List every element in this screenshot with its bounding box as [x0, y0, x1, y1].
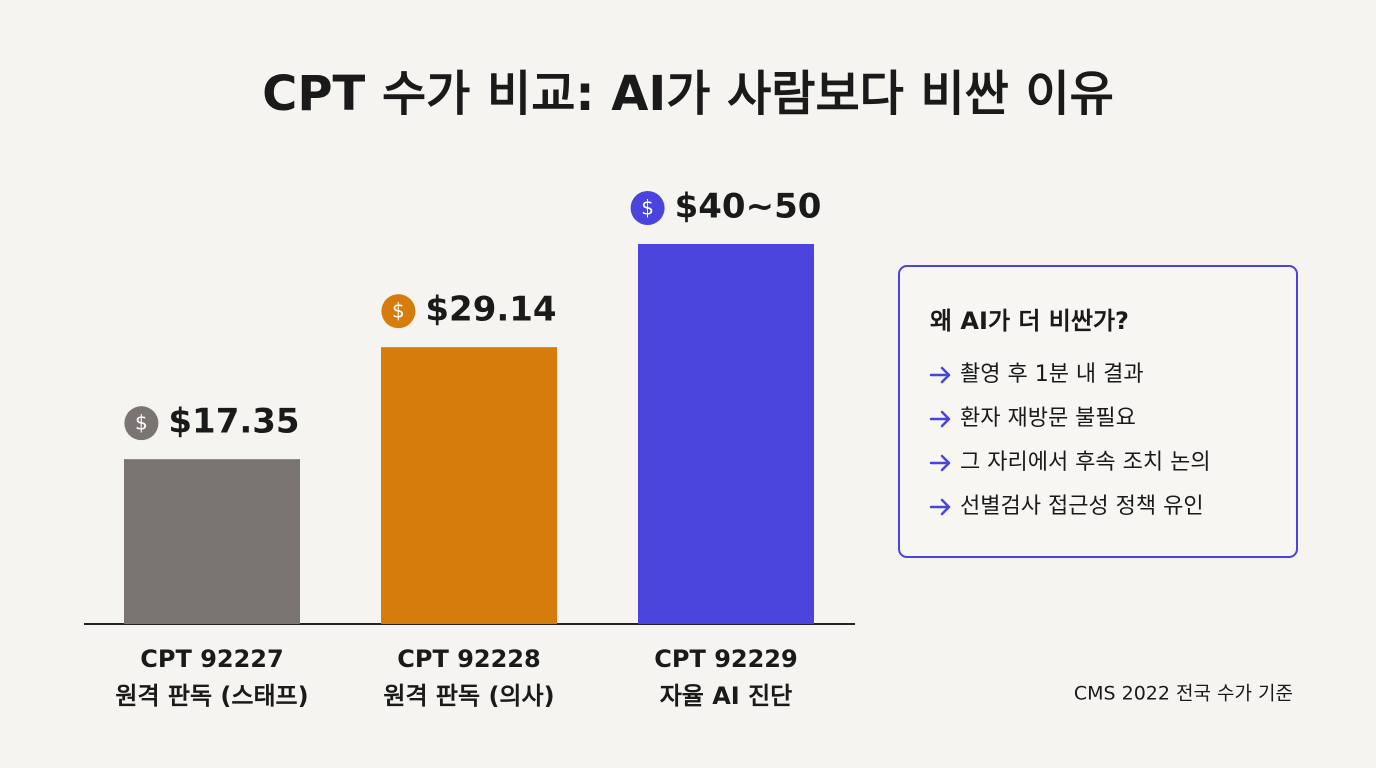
coin-symbol: $	[135, 411, 148, 435]
side-box-title: 왜 AI가 더 비싼가?	[930, 307, 1129, 335]
coin-icon	[381, 294, 416, 329]
bar	[381, 347, 557, 624]
coin-icon	[630, 191, 665, 225]
x-tick-description: 원격 판독 (스태프)	[115, 682, 308, 710]
chart-title: CPT 수가 비교: AI가 사람보다 비싼 이유	[262, 66, 1114, 122]
arrow-icon	[929, 366, 951, 384]
coin-symbol: $	[641, 196, 654, 220]
value-label: $29.14	[425, 290, 556, 330]
value-label: $17.35	[168, 402, 299, 442]
x-tick-description: 자율 AI 진단	[660, 682, 793, 710]
side-box-item: 환자 재방문 불필요	[960, 406, 1136, 431]
bar	[638, 244, 814, 624]
coin-icon	[124, 406, 159, 441]
arrow-icon	[929, 454, 951, 472]
arrow-icon	[929, 410, 951, 428]
side-box-item: 선별검사 접근성 정책 유인	[960, 494, 1204, 519]
source-note: CMS 2022 전국 수가 기준	[1074, 683, 1293, 705]
side-box-item: 촬영 후 1분 내 결과	[960, 362, 1144, 387]
side-box	[898, 265, 1298, 558]
x-tick-label: CPT 92228	[397, 645, 540, 673]
x-tick-label: CPT 92229	[654, 645, 797, 673]
x-tick-label: CPT 92227	[140, 645, 283, 673]
bar	[124, 459, 300, 624]
value-label: $40~50	[675, 187, 822, 227]
coin-symbol: $	[392, 299, 405, 323]
x-tick-description: 원격 판독 (의사)	[383, 682, 554, 710]
arrow-icon	[929, 498, 951, 516]
side-box-item: 그 자리에서 후속 조치 논의	[960, 450, 1211, 475]
